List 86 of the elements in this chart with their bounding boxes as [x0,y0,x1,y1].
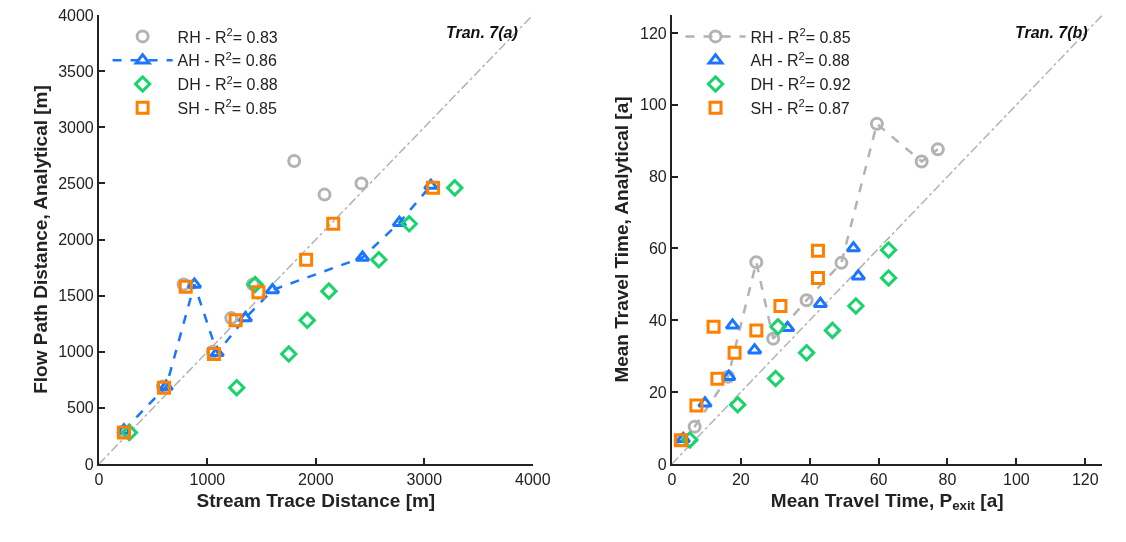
x-axis-title: Mean Travel Time, P$_{exit}$ [a] [770,489,1004,514]
point [930,142,945,157]
point [834,255,849,270]
point [724,318,741,330]
y-tick-label: 40 [648,311,667,329]
point [251,285,266,300]
y-tick-label: 3500 [58,62,94,80]
point [370,251,388,269]
point [287,153,302,168]
point [773,298,788,313]
point [812,296,829,309]
point [727,345,742,360]
x-tick-label: 4000 [515,471,551,489]
point [914,154,929,169]
legend-label: DH - R$^{2}$= 0.88 [177,73,278,94]
point [879,269,898,287]
x-tick-label: 40 [800,471,819,489]
x-tick-label: 100 [1003,471,1030,489]
point [317,187,332,202]
y-tick-label: 0 [84,455,94,473]
x-axis-title: Stream Trace Distance [m] [196,489,436,511]
point [797,344,816,362]
legend-label: AH - R$^{2}$= 0.86 [177,49,277,70]
point [823,321,842,340]
point [426,180,441,195]
legend-label: SH - R$^{2}$= 0.87 [750,97,850,118]
point [326,216,341,231]
point [706,319,721,334]
legend-label: RH - R$^{2}$= 0.85 [750,25,851,46]
point [749,255,764,270]
point [400,215,418,233]
y-tick-label: 80 [648,168,667,186]
y-tick-label: 20 [648,383,667,401]
point [354,176,369,191]
point [264,283,281,295]
point [766,369,785,388]
x-tick-label: 2000 [298,471,334,489]
annotation: Tran. 7(b) [1015,24,1088,41]
point [746,343,763,355]
y-tick-label: 120 [640,24,667,42]
point [710,371,725,386]
annotation: Tran. 7(a) [446,24,518,41]
legend-label: DH - R$^{2}$= 0.92 [750,73,851,94]
y-tick-label: 2500 [58,174,94,192]
x-tick-label: 3000 [406,471,443,489]
y-tick-label: 1500 [58,287,94,305]
y-tick-label: 4000 [58,6,94,24]
point [299,252,314,267]
point [749,323,764,338]
y-tick-label: 0 [657,455,667,473]
x-tick-label: 60 [869,471,888,489]
point [689,398,704,413]
legend-label: RH - R$^{2}$= 0.83 [177,25,278,46]
point [729,396,747,414]
point [879,241,898,259]
y-tick-label: 500 [67,399,94,417]
point [687,419,702,434]
legend-label: AH - R$^{2}$= 0.88 [750,49,850,70]
y-tick-label: 2000 [58,231,94,249]
point [810,270,825,285]
x-tick-label: 120 [1071,471,1099,489]
point [850,269,867,281]
legend-label: SH - R$^{2}$= 0.85 [177,97,277,118]
point [769,318,787,336]
point [320,282,338,300]
point [810,243,825,258]
point [847,297,865,315]
point [766,331,781,346]
x-tick-label: 80 [938,471,957,489]
y-tick-label: 1000 [58,343,94,361]
y-tick-label: 100 [640,96,667,114]
y-axis-title: Mean Travel Time, Analytical [a] [611,96,633,383]
point [354,250,371,262]
y-axis-title: Flow Path Distance, Analytical [m] [29,85,51,394]
point [845,241,862,253]
y-tick-label: 3000 [58,118,94,136]
point [228,313,243,328]
point [280,345,298,363]
y-tick-label: 60 [648,240,667,258]
point [228,379,246,397]
x-tick-label: 20 [731,471,750,489]
point [298,311,316,329]
x-tick-label: 1000 [189,471,226,489]
point [446,179,464,197]
point [799,293,814,308]
point [869,116,884,131]
